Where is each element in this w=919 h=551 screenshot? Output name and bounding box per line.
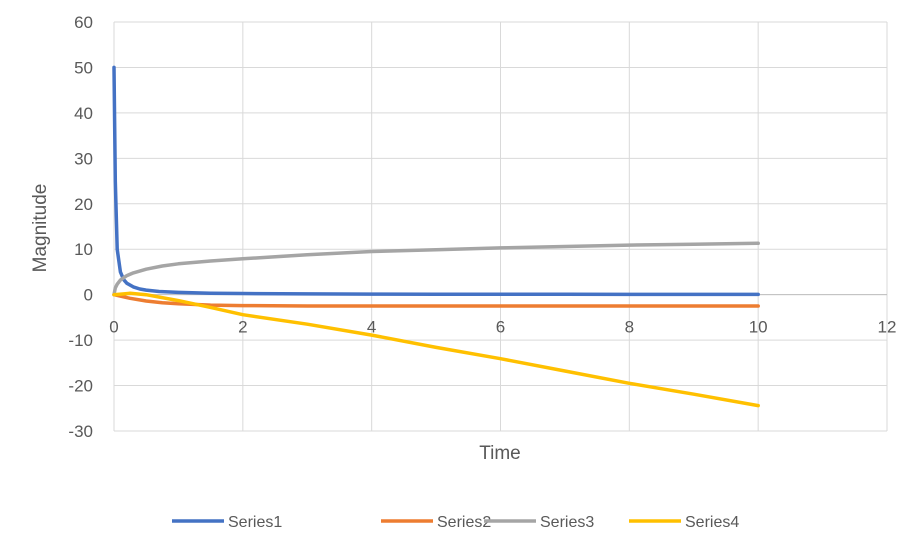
x-tick-label: 4	[367, 318, 376, 337]
series-line-series3	[112, 241, 760, 297]
legend-label: Series2	[437, 514, 491, 531]
legend-label: Series3	[540, 514, 594, 531]
x-axis-title: Time	[479, 443, 521, 464]
series-line-series2	[112, 292, 760, 308]
x-tick-label: 12	[878, 318, 897, 337]
y-tick-label: -10	[68, 331, 93, 350]
series-line-series1	[112, 65, 760, 297]
x-tick-label: 0	[109, 318, 118, 337]
x-tick-label: 6	[496, 318, 505, 337]
y-axis-title: Magnitude	[30, 184, 51, 273]
x-tick-label: 10	[749, 318, 768, 337]
legend-label: Series4	[685, 514, 739, 531]
y-tick-label: 0	[84, 286, 93, 305]
y-tick-label: -30	[68, 422, 93, 441]
y-tick-label: 10	[74, 240, 93, 259]
series-line-series4	[112, 291, 760, 408]
y-tick-label: -20	[68, 377, 93, 396]
series-layer	[112, 65, 760, 408]
y-tick-label: 40	[74, 104, 93, 123]
legend-label: Series1	[228, 514, 282, 531]
y-tick-label: 30	[74, 149, 93, 168]
y-tick-labels: -30 -20 -10 0 10 20 30 40 50 60	[68, 13, 93, 441]
gridlines	[113, 21, 888, 432]
y-tick-label: 60	[74, 13, 93, 32]
x-tick-labels: 0 2 4 6 8 10 12	[109, 318, 896, 337]
legend: Series1 Series2 Series3 Series4	[172, 514, 739, 531]
x-tick-label: 2	[238, 318, 247, 337]
x-tick-label: 8	[625, 318, 634, 337]
y-tick-label: 20	[74, 195, 93, 214]
y-tick-label: 50	[74, 58, 93, 77]
